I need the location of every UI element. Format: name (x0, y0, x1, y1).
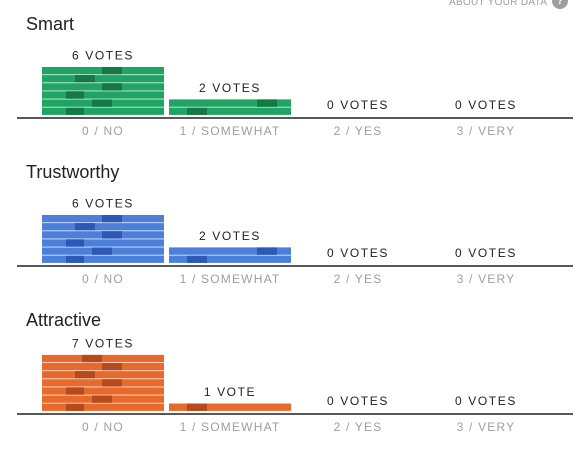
question-mark-icon[interactable]: ? (552, 0, 568, 9)
bar-chart-smart: 6 VOTES 0 / NO 2 VOTES 1 / SOMEWHAT 0 VOTES 2… (17, 49, 573, 138)
vote-count-label: 6 VOTES (72, 197, 134, 211)
vote-segment (169, 255, 291, 263)
vote-segment-highlight (102, 363, 122, 371)
vote-count-label: 0 VOTES (327, 246, 389, 260)
vote-segment-highlight (92, 247, 112, 255)
category-tick-label: 1 / SOMEWHAT (180, 272, 281, 286)
vote-count-label: 7 VOTES (72, 336, 134, 350)
category-tick-label: 0 / NO (82, 272, 124, 286)
vote-segment-highlight (66, 387, 84, 395)
vote-segment-highlight (102, 379, 122, 387)
chart-title: Attractive (26, 310, 102, 330)
vote-segment (169, 99, 291, 107)
vote-segment (42, 255, 164, 263)
vote-segment-highlight (66, 91, 84, 99)
vote-count-label: 0 VOTES (455, 246, 517, 260)
vote-segment (42, 387, 164, 395)
category-tick-label: 3 / VERY (457, 272, 516, 286)
vote-segment (169, 107, 291, 115)
category-tick-label: 0 / NO (82, 124, 124, 138)
vote-segment (42, 223, 164, 231)
category-tick-label: 1 / SOMEWHAT (180, 124, 281, 138)
vote-segment-highlight (75, 223, 95, 231)
vote-segment (42, 107, 164, 115)
vote-segment-highlight (102, 67, 122, 75)
vote-segment (42, 403, 164, 411)
category-tick-label: 2 / YES (334, 272, 383, 286)
vote-segment (42, 91, 164, 99)
bar-0-no (42, 354, 164, 411)
vote-count-label: 0 VOTES (327, 394, 389, 408)
vote-segment-highlight (257, 247, 277, 255)
vote-segment-highlight (187, 255, 207, 263)
vote-segment-highlight (187, 403, 207, 411)
vote-segment-highlight (102, 83, 122, 91)
vote-segment-highlight (66, 403, 84, 411)
vote-segment-highlight (92, 395, 112, 403)
vote-count-label: 6 VOTES (72, 49, 134, 63)
vote-segment (169, 247, 291, 255)
vote-segment (42, 354, 164, 363)
vote-segment-highlight (257, 99, 277, 107)
bar-0-no (42, 215, 164, 263)
chart-title: Trustworthy (26, 162, 120, 182)
vote-segment-highlight (66, 255, 84, 263)
vote-segment (42, 75, 164, 83)
vote-count-label: 0 VOTES (455, 394, 517, 408)
vote-segment-highlight (102, 215, 122, 223)
category-tick-label: 3 / VERY (457, 124, 516, 138)
category-tick-label: 2 / YES (334, 420, 383, 434)
vote-segment-highlight (92, 99, 112, 107)
bar-1-somewhat (169, 247, 291, 263)
bar-chart-attractive: 7 VOTES 0 / NO 1 VOTE 1 / SOMEWHAT 0 VOTES 2 … (17, 336, 573, 434)
vote-count-label: 1 VOTE (204, 385, 256, 399)
vote-segment-highlight (66, 239, 84, 247)
vote-segment-highlight (66, 107, 84, 115)
category-tick-label: 2 / YES (334, 124, 383, 138)
vote-segment-highlight (75, 75, 95, 83)
chart-title: Smart (26, 14, 75, 34)
category-tick-label: 0 / NO (82, 420, 124, 434)
vote-segment-highlight (75, 371, 95, 379)
category-tick-label: 1 / SOMEWHAT (180, 420, 281, 434)
vote-segment (42, 239, 164, 247)
vote-segment (169, 403, 291, 411)
bar-chart-trustworthy: 6 VOTES 0 / NO 2 VOTES 1 / SOMEWHAT 0 VOTES 2… (17, 197, 573, 286)
vote-count-label: 0 VOTES (327, 98, 389, 112)
bar-1-somewhat (169, 403, 291, 411)
bar-1-somewhat (169, 99, 291, 115)
bar-0-no (42, 67, 164, 115)
vote-segment-highlight (82, 354, 102, 363)
vote-segment (42, 371, 164, 379)
vote-count-label: 0 VOTES (455, 98, 517, 112)
vote-count-label: 2 VOTES (199, 229, 261, 243)
vote-segment-highlight (187, 107, 207, 115)
category-tick-label: 3 / VERY (457, 420, 516, 434)
vote-count-label: 2 VOTES (199, 81, 261, 95)
vote-segment-highlight (102, 231, 122, 239)
about-your-data-link[interactable]: ABOUT YOUR DATA (449, 0, 548, 8)
